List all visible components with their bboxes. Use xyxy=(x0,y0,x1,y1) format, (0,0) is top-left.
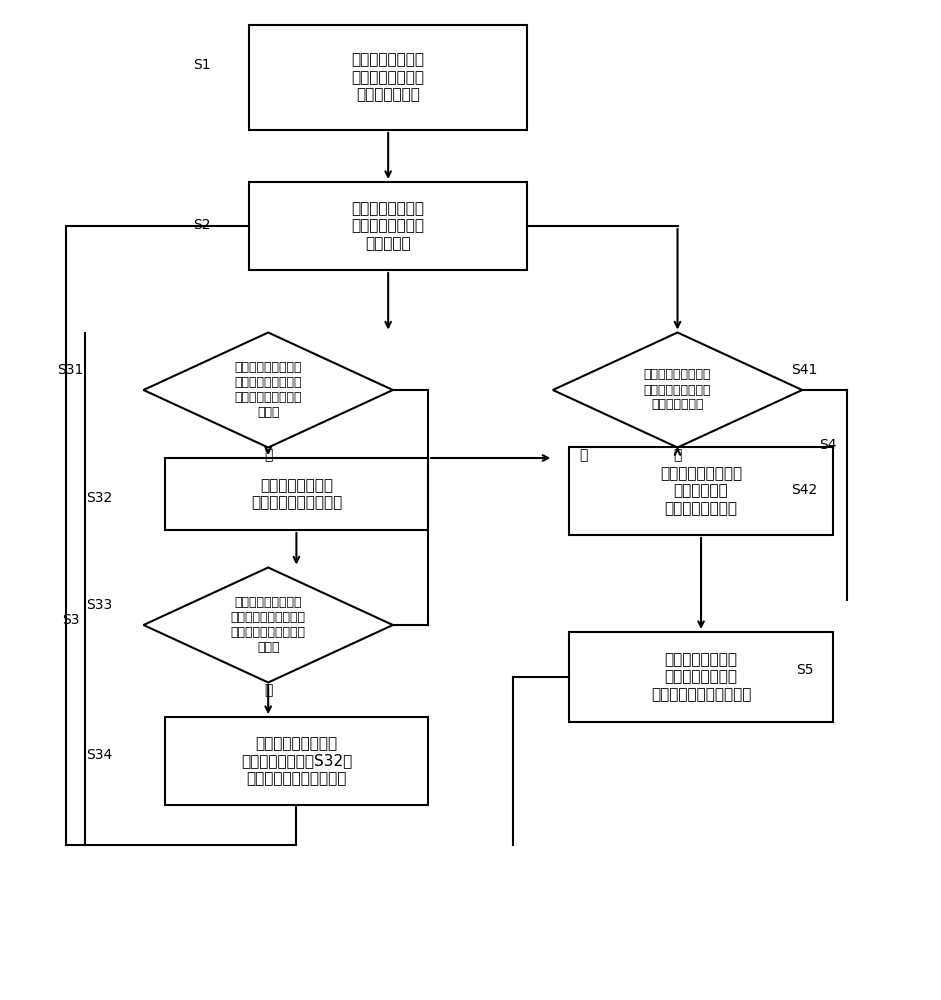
Text: 记录当前电热水器的
实际水温和与步骤S32中
当前时间的实际时间间隔: 记录当前电热水器的 实际水温和与步骤S32中 当前时间的实际时间间隔 xyxy=(241,736,352,786)
Text: S34: S34 xyxy=(86,748,112,762)
Text: S4: S4 xyxy=(820,438,837,452)
Text: S1: S1 xyxy=(194,58,211,72)
FancyBboxPatch shape xyxy=(165,458,428,530)
FancyBboxPatch shape xyxy=(249,25,527,130)
Polygon shape xyxy=(143,332,393,448)
Text: S31: S31 xyxy=(57,363,84,377)
Polygon shape xyxy=(143,568,393,682)
Text: 否: 否 xyxy=(580,448,587,462)
Text: 计算同一温度区间的
实际时间间隔
预定次数的平均值: 计算同一温度区间的 实际时间间隔 预定次数的平均值 xyxy=(660,466,742,516)
FancyBboxPatch shape xyxy=(569,632,833,722)
FancyBboxPatch shape xyxy=(249,182,527,270)
Text: S5: S5 xyxy=(796,663,813,677)
Text: S41: S41 xyxy=(791,363,818,377)
Text: 是: 是 xyxy=(264,448,272,462)
Text: 将所述平均值作为
修正参数修正对应
温度区间的初始时间间隔: 将所述平均值作为 修正参数修正对应 温度区间的初始时间间隔 xyxy=(651,652,751,702)
Text: S33: S33 xyxy=(86,598,112,612)
Text: 记录当前电热水器
的实际水温和当前时间: 记录当前电热水器 的实际水温和当前时间 xyxy=(251,478,342,510)
FancyBboxPatch shape xyxy=(569,447,833,535)
Text: S3: S3 xyxy=(62,613,79,627)
Text: 预设多个温度区间
中的每个温度区间
的初始时间间隔: 预设多个温度区间 中的每个温度区间 的初始时间间隔 xyxy=(352,53,424,102)
FancyBboxPatch shape xyxy=(165,717,428,805)
Text: S2: S2 xyxy=(194,218,211,232)
Text: 判断所述电热水器的
实际水温是否达到对应
所述温度区间的最小温
度端点: 判断所述电热水器的 实际水温是否达到对应 所述温度区间的最小温 度端点 xyxy=(231,596,306,654)
Text: 判断同一温度区间的
实际时间间隔是否有
预定次数的记录: 判断同一温度区间的 实际时间间隔是否有 预定次数的记录 xyxy=(644,368,711,412)
Text: 判断所述电热水器的
实际水温是否达到一
个温度区间的最大温
度端点: 判断所述电热水器的 实际水温是否达到一 个温度区间的最大温 度端点 xyxy=(234,361,302,419)
Text: 是: 是 xyxy=(674,448,681,462)
Text: S32: S32 xyxy=(86,491,112,505)
Polygon shape xyxy=(552,332,802,448)
Text: 在用水状态下实时
检测所述电热水器
的实际水温: 在用水状态下实时 检测所述电热水器 的实际水温 xyxy=(352,201,424,251)
Text: S42: S42 xyxy=(791,483,818,497)
Text: 是: 是 xyxy=(264,683,272,697)
